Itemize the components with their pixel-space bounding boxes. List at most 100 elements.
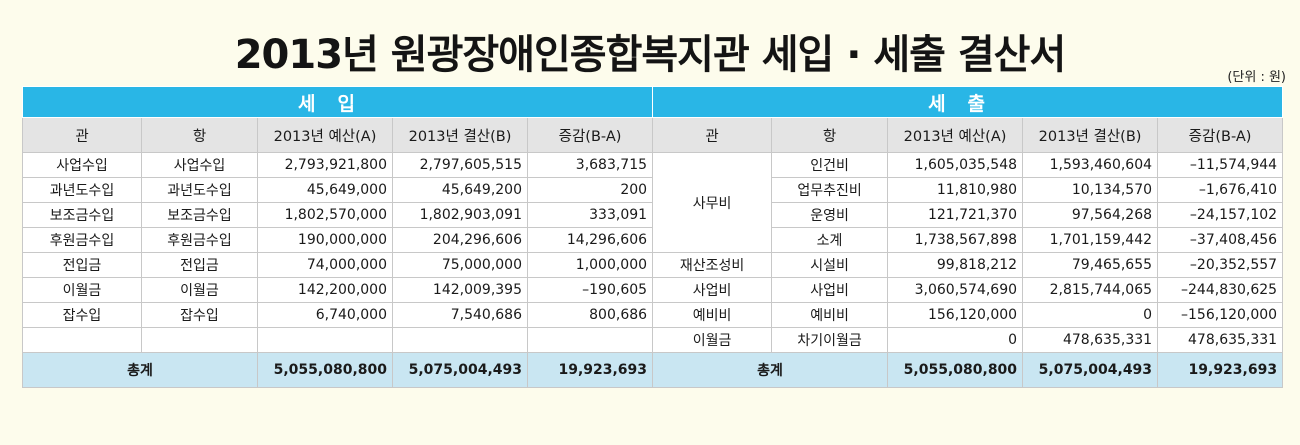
expense-hang-cell: 예비비 — [771, 302, 889, 328]
expense-header-hang: 항 — [771, 117, 889, 153]
expense-budget-cell: 156,120,000 — [887, 302, 1024, 328]
settlement-table: 세입 세출 관 항 2013년 예산(A) 2013년 결산(B) 증감(B-A… — [21, 86, 1284, 388]
expense-hang-cell: 차기이월금 — [771, 327, 889, 353]
table-row: 후원금수입 후원금수입 190,000,000 204,296,606 14,296,6… — [22, 227, 1284, 253]
expense-diff-cell: 478,635,331 — [1157, 327, 1284, 353]
expense-hang-cell: 업무추진비 — [771, 177, 889, 203]
expense-header-diff: 증감(B-A) — [1157, 117, 1284, 153]
income-diff-cell: 14,296,606 — [526, 227, 654, 253]
expense-hang-cell: 운영비 — [771, 202, 889, 228]
income-settled-cell: 75,000,000 — [392, 252, 528, 278]
table-row: 이월금 차기이월금 0 478,635,331 478,635,331 — [22, 327, 1284, 353]
income-budget-cell: 45,649,000 — [257, 177, 393, 203]
expense-diff-cell: –24,157,102 — [1157, 202, 1284, 228]
expense-budget-cell: 0 — [887, 327, 1024, 353]
income-gwan-cell — [22, 327, 142, 353]
table-row: 과년도수입 과년도수입 45,649,000 45,649,200 200 업무추진비 11… — [22, 177, 1284, 203]
income-gwan-cell: 후원금수입 — [22, 227, 142, 253]
income-diff-cell — [526, 327, 654, 353]
expense-total-budget: 5,055,080,800 — [887, 352, 1024, 388]
expense-settled-cell: 0 — [1022, 302, 1159, 328]
income-header-diff: 증감(B-A) — [526, 117, 654, 153]
income-budget-cell: 2,793,921,800 — [257, 152, 393, 178]
income-header-hang: 항 — [141, 117, 258, 153]
income-gwan-cell: 보조금수입 — [22, 202, 142, 228]
expense-gwan-cell: 예비비 — [652, 302, 773, 328]
income-budget-cell: 190,000,000 — [257, 227, 393, 253]
income-budget-cell: 1,802,570,000 — [257, 202, 393, 228]
expense-diff-cell: –244,830,625 — [1157, 277, 1284, 303]
income-gwan-cell: 과년도수입 — [22, 177, 142, 203]
table-row: 전입금 전입금 74,000,000 75,000,000 1,000,000 재산조성비… — [22, 252, 1284, 278]
expense-settled-cell: 1,701,159,442 — [1022, 227, 1159, 253]
income-hang-cell: 사업수입 — [141, 152, 258, 178]
income-hang-cell: 과년도수입 — [141, 177, 258, 203]
income-hang-cell: 후원금수입 — [141, 227, 258, 253]
expense-settled-cell: 2,815,744,065 — [1022, 277, 1159, 303]
income-settled-cell: 204,296,606 — [392, 227, 528, 253]
expense-header-settled: 2013년 결산(B) — [1022, 117, 1159, 153]
income-settled-cell: 45,649,200 — [392, 177, 528, 203]
expense-budget-cell: 1,605,035,548 — [887, 152, 1024, 178]
expense-diff-cell: –11,574,944 — [1157, 152, 1284, 178]
expense-hang-cell: 시설비 — [771, 252, 889, 278]
expense-gwan-cell: 사업비 — [652, 277, 773, 303]
income-gwan-cell: 이월금 — [22, 277, 142, 303]
income-gwan-cell: 잡수입 — [22, 302, 142, 328]
income-total-diff: 19,923,693 — [526, 352, 654, 388]
expense-settled-cell: 97,564,268 — [1022, 202, 1159, 228]
income-budget-cell: 74,000,000 — [257, 252, 393, 278]
total-row: 총계 5,055,080,800 5,075,004,493 19,923,693 총계… — [22, 352, 1284, 388]
income-section-label: 세입 — [21, 86, 654, 118]
expense-budget-cell: 121,721,370 — [887, 202, 1024, 228]
expense-total-label: 총계 — [652, 352, 889, 388]
income-diff-cell: 1,000,000 — [526, 252, 654, 278]
section-header-row: 세입 세출 — [21, 86, 1284, 118]
income-hang-cell: 잡수입 — [141, 302, 258, 328]
expense-budget-cell: 3,060,574,690 — [887, 277, 1024, 303]
expense-budget-cell: 99,818,212 — [887, 252, 1024, 278]
income-total-label: 총계 — [22, 352, 258, 388]
income-settled-cell: 1,802,903,091 — [392, 202, 528, 228]
income-hang-cell: 보조금수입 — [141, 202, 258, 228]
page-title: 2013년 원광장애인종합복지관 세입 · 세출 결산서 — [234, 32, 1067, 78]
expense-hang-cell: 소계 — [771, 227, 889, 253]
income-gwan-cell: 전입금 — [22, 252, 142, 278]
table-row: 사업수입 사업수입 2,793,921,800 2,797,605,515 3,683,… — [22, 152, 1284, 253]
income-total-budget: 5,055,080,800 — [257, 352, 393, 388]
expense-section-label: 세출 — [652, 86, 1284, 118]
unit-label: (단위 : 원) — [1227, 70, 1286, 85]
expense-total-settled: 5,075,004,493 — [1022, 352, 1159, 388]
income-settled-cell — [392, 327, 528, 353]
expense-diff-cell: –156,120,000 — [1157, 302, 1284, 328]
income-diff-cell: 200 — [526, 177, 654, 203]
expense-settled-cell: 10,134,570 — [1022, 177, 1159, 203]
income-header-gwan: 관 — [22, 117, 142, 153]
expense-total-diff: 19,923,693 — [1157, 352, 1284, 388]
expense-header-budget: 2013년 예산(A) — [887, 117, 1024, 153]
expense-diff-cell: –20,352,557 — [1157, 252, 1284, 278]
income-header-budget: 2013년 예산(A) — [257, 117, 393, 153]
income-hang-cell — [141, 327, 258, 353]
income-settled-cell: 142,009,395 — [392, 277, 528, 303]
income-hang-cell: 이월금 — [141, 277, 258, 303]
income-diff-cell: 333,091 — [526, 202, 654, 228]
expense-gwan-cell: 재산조성비 — [652, 252, 773, 278]
income-diff-cell: 800,686 — [526, 302, 654, 328]
income-diff-cell: 3,683,715 — [526, 152, 654, 178]
expense-hang-cell: 사업비 — [771, 277, 889, 303]
income-budget-cell: 142,200,000 — [257, 277, 393, 303]
income-diff-cell: –190,605 — [526, 277, 654, 303]
income-budget-cell — [257, 327, 393, 353]
expense-gwan-cell: 이월금 — [652, 327, 773, 353]
column-header-row: 관 항 2013년 예산(A) 2013년 결산(B) 증감(B-A) 관 항 … — [22, 117, 1284, 153]
income-header-settled: 2013년 결산(B) — [392, 117, 528, 153]
income-settled-cell: 7,540,686 — [392, 302, 528, 328]
income-settled-cell: 2,797,605,515 — [392, 152, 528, 178]
expense-budget-cell: 1,738,567,898 — [887, 227, 1024, 253]
table-row: 잡수입 잡수입 6,740,000 7,540,686 800,686 예비비 예비비 156… — [22, 302, 1284, 328]
expense-settled-cell: 79,465,655 — [1022, 252, 1159, 278]
expense-settled-cell: 1,593,460,604 — [1022, 152, 1159, 178]
table-row: 이월금 이월금 142,200,000 142,009,395 –190,605 사업비 사… — [22, 277, 1284, 303]
expense-gwan-cell: 사무비 — [652, 152, 773, 253]
